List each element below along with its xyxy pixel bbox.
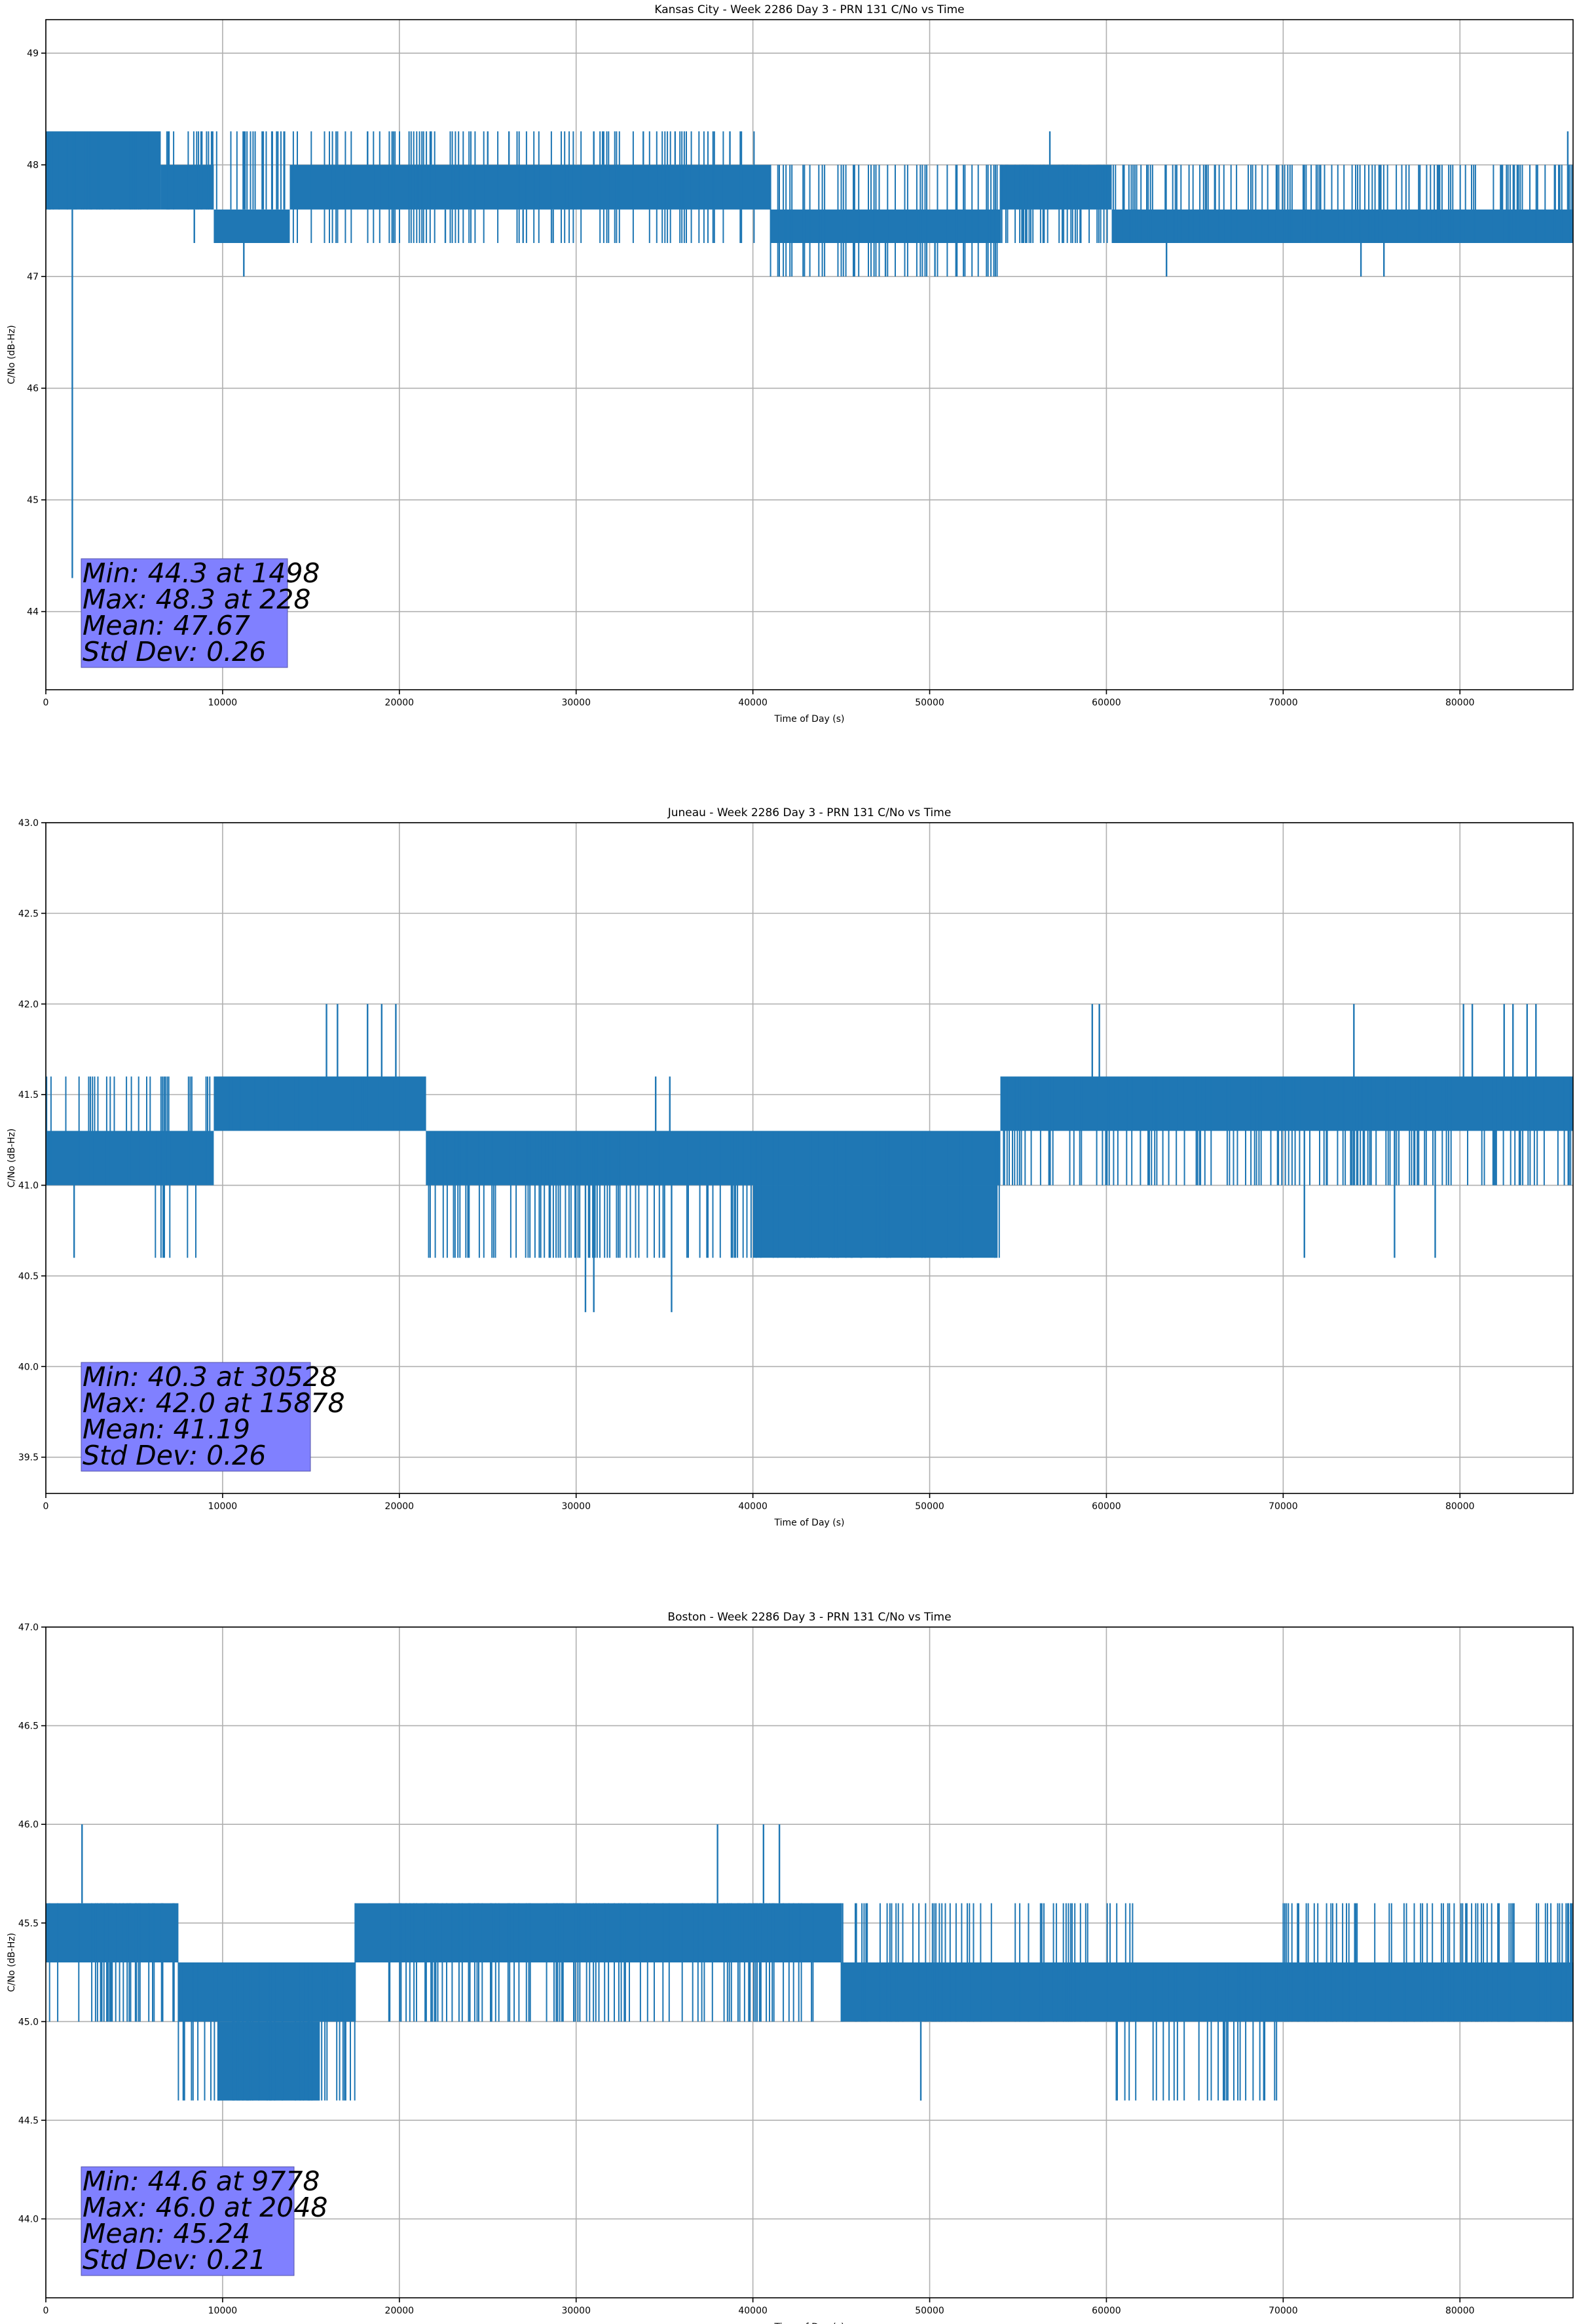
stats-box [81,1362,311,1472]
x-tick-label: 70000 [1269,698,1298,708]
y-tick-label: 48 [27,160,39,171]
x-tick-label: 20000 [385,1501,415,1512]
x-tick-label: 10000 [208,698,238,708]
y-tick-label: 41.5 [18,1090,39,1100]
x-tick-label: 40000 [738,1501,768,1512]
stats-line: Min: 44.3 at 1498 [83,557,320,589]
y-tick-label: 40.0 [18,1362,39,1372]
y-axis-label: C/No (dB-Hz) [7,1933,17,1992]
x-tick-label: 0 [43,2306,49,2316]
chart-title: Juneau - Week 2286 Day 3 - PRN 131 C/No … [667,806,952,819]
y-tick-label: 46.5 [18,1721,39,1732]
stats-line: Max: 46.0 at 2048 [83,2192,328,2223]
y-tick-label: 44 [27,607,39,618]
x-tick-label: 40000 [738,698,768,708]
x-tick-label: 70000 [1269,1501,1298,1512]
x-tick-label: 40000 [738,2306,768,2316]
data-band [289,164,771,210]
x-tick-label: 50000 [915,2306,944,2316]
y-tick-label: 45 [27,495,39,506]
y-tick-label: 44.5 [18,2116,39,2126]
y-tick-label: 42.5 [18,909,39,919]
data-band [1000,164,1112,210]
series-line [46,131,1573,578]
y-tick-label: 44.0 [18,2215,39,2225]
y-tick-label: 39.5 [18,1453,39,1463]
x-axis-label: Time of Day (s) [774,2322,845,2324]
x-tick-label: 50000 [915,1501,944,1512]
stats-line: Mean: 45.24 [83,2218,250,2249]
y-tick-label: 45.5 [18,1919,39,1929]
stats-line: Max: 48.3 at 228 [83,584,310,615]
data-band [770,209,1001,243]
data-flicker [46,1076,1572,1258]
data-band [1000,1076,1573,1131]
x-tick-label: 70000 [1269,2306,1298,2316]
y-tick-label: 43.0 [18,818,39,829]
stats-line: Std Dev: 0.21 [83,2244,266,2276]
y-tick-label: 42.0 [18,1000,39,1010]
data-band [46,1131,214,1186]
chart-title: Boston - Week 2286 Day 3 - PRN 131 C/No … [667,1611,951,1624]
axes-frame [45,822,1574,1494]
axes-frame [45,19,1574,690]
x-tick-label: 20000 [385,698,415,708]
y-tick-label: 49 [27,48,39,59]
data-flicker [48,1903,1573,2101]
series-line [46,1824,1573,2101]
axes-frame [45,1626,1574,2298]
x-tick-label: 80000 [1445,698,1475,708]
chart-title: Kansas City - Week 2286 Day 3 - PRN 131 … [654,3,964,16]
stats-line: Max: 42.0 at 15878 [83,1387,345,1419]
y-tick-label: 41.0 [18,1181,39,1191]
y-tick-label: 45.0 [18,2017,39,2027]
data-band [81,131,161,210]
chart-panel: 0 10000 20000 30000 40000 50000 60000 70000 8000… [7,806,1574,1528]
x-axis-label: Time of Day (s) [774,1518,845,1528]
stats-box [81,2166,295,2276]
x-tick-label: 10000 [208,1501,238,1512]
data-band [752,1185,997,1258]
x-tick-label: 10000 [208,2306,238,2316]
chart-panel: 0 10000 20000 30000 40000 50000 60000 70000 8000… [7,3,1574,724]
x-axis-label: Time of Day (s) [774,714,845,724]
y-axis-label: C/No (dB-Hz) [7,1129,17,1188]
x-tick-label: 50000 [915,698,944,708]
stats-line: Min: 40.3 at 30528 [83,1361,337,1393]
x-tick-label: 80000 [1445,1501,1475,1512]
y-tick-label: 40.5 [18,1271,39,1282]
x-tick-label: 80000 [1445,2306,1475,2316]
stats-line: Min: 44.6 at 9778 [83,2165,320,2197]
data-flicker [48,131,1573,277]
x-tick-label: 20000 [385,2306,415,2316]
y-tick-label: 47 [27,272,39,282]
data-band [213,1076,426,1131]
data-band [213,209,290,243]
stats-line: Std Dev: 0.26 [83,636,266,667]
x-tick-label: 0 [43,698,49,708]
x-tick-label: 60000 [1092,1501,1121,1512]
x-tick-label: 0 [43,1501,49,1512]
x-tick-label: 30000 [561,2306,591,2316]
series-line [46,1003,1573,1313]
data-band [355,1903,842,1962]
x-tick-label: 30000 [561,698,591,708]
stats-line: Std Dev: 0.26 [83,1440,266,1471]
y-tick-label: 46.0 [18,1820,39,1830]
stats-box [81,558,288,668]
y-tick-label: 46 [27,384,39,394]
stats-line: Mean: 41.19 [83,1414,250,1445]
chart-panel: 0 10000 20000 30000 40000 50000 60000 70000 8000… [7,1611,1574,2324]
y-axis-label: C/No (dB-Hz) [7,325,17,384]
x-tick-label: 30000 [561,1501,591,1512]
x-tick-label: 60000 [1092,698,1121,708]
stats-line: Mean: 47.67 [83,610,250,641]
y-tick-label: 47.0 [18,1622,39,1633]
x-tick-label: 60000 [1092,2306,1121,2316]
